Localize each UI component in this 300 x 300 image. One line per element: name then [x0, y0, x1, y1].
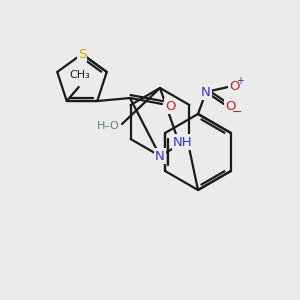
Text: NH: NH [173, 136, 193, 148]
Text: N: N [155, 149, 165, 163]
Text: O: O [225, 100, 235, 113]
Text: S: S [78, 47, 86, 61]
Text: +: + [236, 76, 244, 86]
Text: O: O [229, 80, 239, 94]
Text: H–O: H–O [97, 121, 119, 131]
Text: −: − [232, 106, 242, 118]
Text: CH₃: CH₃ [69, 70, 90, 80]
Text: N: N [201, 85, 211, 98]
Text: O: O [165, 100, 175, 112]
